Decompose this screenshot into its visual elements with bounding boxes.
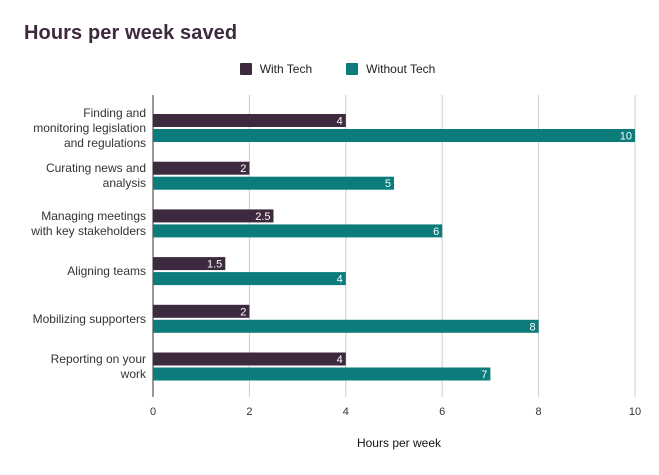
bar-without-tech-3 [153, 272, 346, 286]
category-label-2: Managing meetings with key stakeholders [30, 209, 146, 238]
bar-without-tech-5 [153, 367, 491, 381]
legend-swatch-without-tech [346, 63, 359, 75]
category-label-5: Reporting on your work [51, 352, 147, 381]
bar-without-tech-1 [153, 176, 394, 190]
bar-with-tech-4 [153, 304, 250, 318]
data-label-without-tech-1: 5 [385, 178, 391, 190]
bar-without-tech-4 [153, 319, 539, 333]
legend-item-with-tech: With Tech [239, 62, 313, 76]
bar-with-tech-1 [153, 161, 250, 175]
chart-title: Hours per week saved [24, 22, 238, 44]
data-label-with-tech-3: 1.5 [207, 259, 222, 271]
x-tick-label-4: 4 [343, 406, 349, 418]
category-label-3: Aligning teams [67, 264, 146, 278]
category-label-1: Curating news and analysis [46, 161, 146, 190]
data-label-with-tech-4: 2 [240, 306, 246, 318]
legend-swatch-with-tech [239, 63, 252, 75]
x-tick-label-8: 8 [536, 406, 542, 418]
legend-item-without-tech: Without Tech [346, 62, 435, 76]
bar-with-tech-0 [153, 114, 346, 127]
bar-with-tech-2 [153, 209, 274, 223]
data-label-with-tech-2: 2.5 [255, 211, 270, 223]
data-label-without-tech-5: 7 [481, 369, 487, 381]
x-tick-label-0: 0 [150, 406, 156, 418]
x-tick-label-2: 2 [246, 406, 252, 418]
bar-with-tech-5 [153, 352, 346, 366]
legend: With Tech Without Tech [0, 62, 659, 76]
data-label-with-tech-1: 2 [240, 163, 246, 175]
x-tick-label-10: 10 [629, 406, 641, 418]
bar-without-tech-0 [153, 129, 635, 142]
data-label-without-tech-3: 4 [337, 274, 343, 286]
legend-label-with-tech: With Tech [259, 62, 313, 76]
x-axis-title: Hours per week [357, 436, 442, 450]
x-tick-label-6: 6 [439, 406, 445, 418]
legend-label-without-tech: Without Tech [366, 62, 436, 76]
data-label-without-tech-2: 6 [433, 226, 439, 238]
data-label-with-tech-5: 4 [337, 354, 343, 366]
data-label-with-tech-0: 4 [337, 116, 343, 128]
category-label-4: Mobilizing supporters [33, 312, 146, 326]
category-label-0: Finding and monitoring legislation and reg… [33, 106, 146, 150]
bar-with-tech-3 [153, 257, 226, 271]
data-label-without-tech-0: 10 [620, 131, 632, 143]
data-label-without-tech-4: 8 [529, 321, 535, 333]
bar-without-tech-2 [153, 224, 443, 238]
